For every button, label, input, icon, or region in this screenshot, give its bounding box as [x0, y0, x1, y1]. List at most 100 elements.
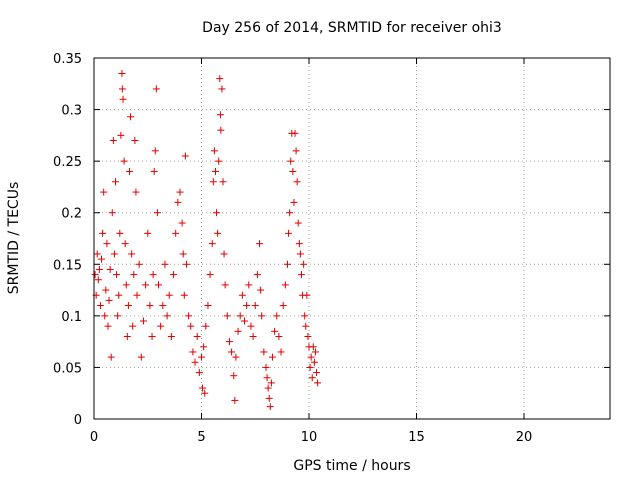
- data-point: [271, 327, 279, 335]
- data-point: [133, 291, 141, 299]
- data-point: [281, 281, 289, 289]
- data-point: [206, 271, 214, 279]
- data-point: [257, 286, 265, 294]
- y-axis-title: SRMTID / TECUs: [6, 182, 22, 295]
- data-point: [116, 229, 124, 237]
- data-point: [287, 157, 295, 165]
- data-point: [200, 343, 208, 351]
- data-point: [262, 363, 270, 371]
- data-point: [314, 379, 322, 387]
- y-tick-label: 0.1: [61, 310, 82, 325]
- data-point: [123, 332, 131, 340]
- data-point: [304, 332, 312, 340]
- data-point: [94, 276, 102, 284]
- data-point: [144, 229, 152, 237]
- data-point: [117, 131, 125, 139]
- data-point: [187, 322, 195, 330]
- data-point: [101, 312, 109, 320]
- data-point: [137, 353, 145, 361]
- data-point: [199, 384, 207, 392]
- data-point: [176, 188, 184, 196]
- data-point: [195, 369, 203, 377]
- data-point: [172, 229, 180, 237]
- data-point: [107, 353, 115, 361]
- data-point: [292, 147, 300, 155]
- data-point: [202, 322, 210, 330]
- data-point: [217, 126, 225, 134]
- data-point: [189, 348, 197, 356]
- data-point: [185, 312, 193, 320]
- data-point: [193, 332, 201, 340]
- data-point: [300, 260, 308, 268]
- data-point: [155, 281, 162, 289]
- data-point: [241, 317, 248, 325]
- data-point: [109, 137, 117, 145]
- data-point: [119, 95, 127, 103]
- data-point: [118, 69, 126, 77]
- data-point: [204, 302, 212, 310]
- data-point: [313, 369, 321, 377]
- data-point: [132, 188, 140, 196]
- data-point: [225, 338, 233, 346]
- data-point: [211, 167, 219, 175]
- data-point: [130, 271, 138, 279]
- data-point: [311, 348, 319, 356]
- data-point: [243, 302, 251, 310]
- y-tick-label: 0.2: [61, 207, 82, 222]
- data-point: [113, 271, 121, 279]
- data-point: [309, 343, 317, 351]
- data-point: [157, 322, 165, 330]
- data-point: [294, 219, 302, 227]
- data-point: [125, 167, 133, 175]
- data-point: [301, 312, 309, 320]
- data-point: [120, 157, 128, 165]
- data-point: [98, 255, 106, 263]
- data-point: [215, 157, 223, 165]
- data-point: [191, 358, 199, 366]
- data-point: [238, 291, 246, 299]
- data-point: [121, 240, 129, 248]
- x-axis-title: GPS time / hours: [293, 458, 410, 474]
- data-point: [232, 353, 240, 361]
- data-point: [198, 353, 205, 361]
- data-point: [213, 209, 221, 217]
- y-tick-label: 0.3: [61, 104, 82, 119]
- y-tick-label: 0.15: [53, 258, 82, 273]
- data-point: [296, 250, 304, 258]
- data-point: [214, 229, 222, 237]
- data-point: [263, 374, 271, 382]
- data-point: [174, 198, 182, 206]
- data-point: [289, 167, 297, 175]
- data-point: [307, 353, 315, 361]
- data-point: [181, 152, 189, 160]
- x-tick-label: 0: [90, 430, 98, 445]
- data-point: [216, 111, 224, 119]
- data-point: [302, 322, 310, 330]
- x-tick-label: 5: [197, 430, 205, 445]
- data-point: [266, 403, 274, 411]
- data-point: [112, 178, 119, 186]
- data-point: [99, 229, 107, 237]
- data-point: [231, 396, 239, 404]
- data-point: [93, 250, 101, 258]
- data-point: [258, 312, 266, 320]
- data-point: [277, 348, 285, 356]
- data-markers: [91, 69, 322, 411]
- plot-frame: [93, 57, 611, 420]
- data-point: [220, 250, 228, 258]
- data-point: [110, 250, 118, 258]
- data-point: [150, 167, 158, 175]
- data-point: [127, 113, 135, 121]
- data-point: [285, 229, 293, 237]
- data-point: [201, 389, 209, 397]
- chart-title: Day 256 of 2014, SRMTID for receiver ohi…: [202, 20, 502, 36]
- data-point: [163, 312, 171, 320]
- data-point: [105, 296, 113, 304]
- data-point: [180, 291, 188, 299]
- data-point: [159, 302, 167, 310]
- data-point: [290, 198, 298, 206]
- y-tick-label: 0.35: [53, 52, 82, 67]
- data-point: [306, 363, 314, 371]
- data-point: [228, 348, 236, 356]
